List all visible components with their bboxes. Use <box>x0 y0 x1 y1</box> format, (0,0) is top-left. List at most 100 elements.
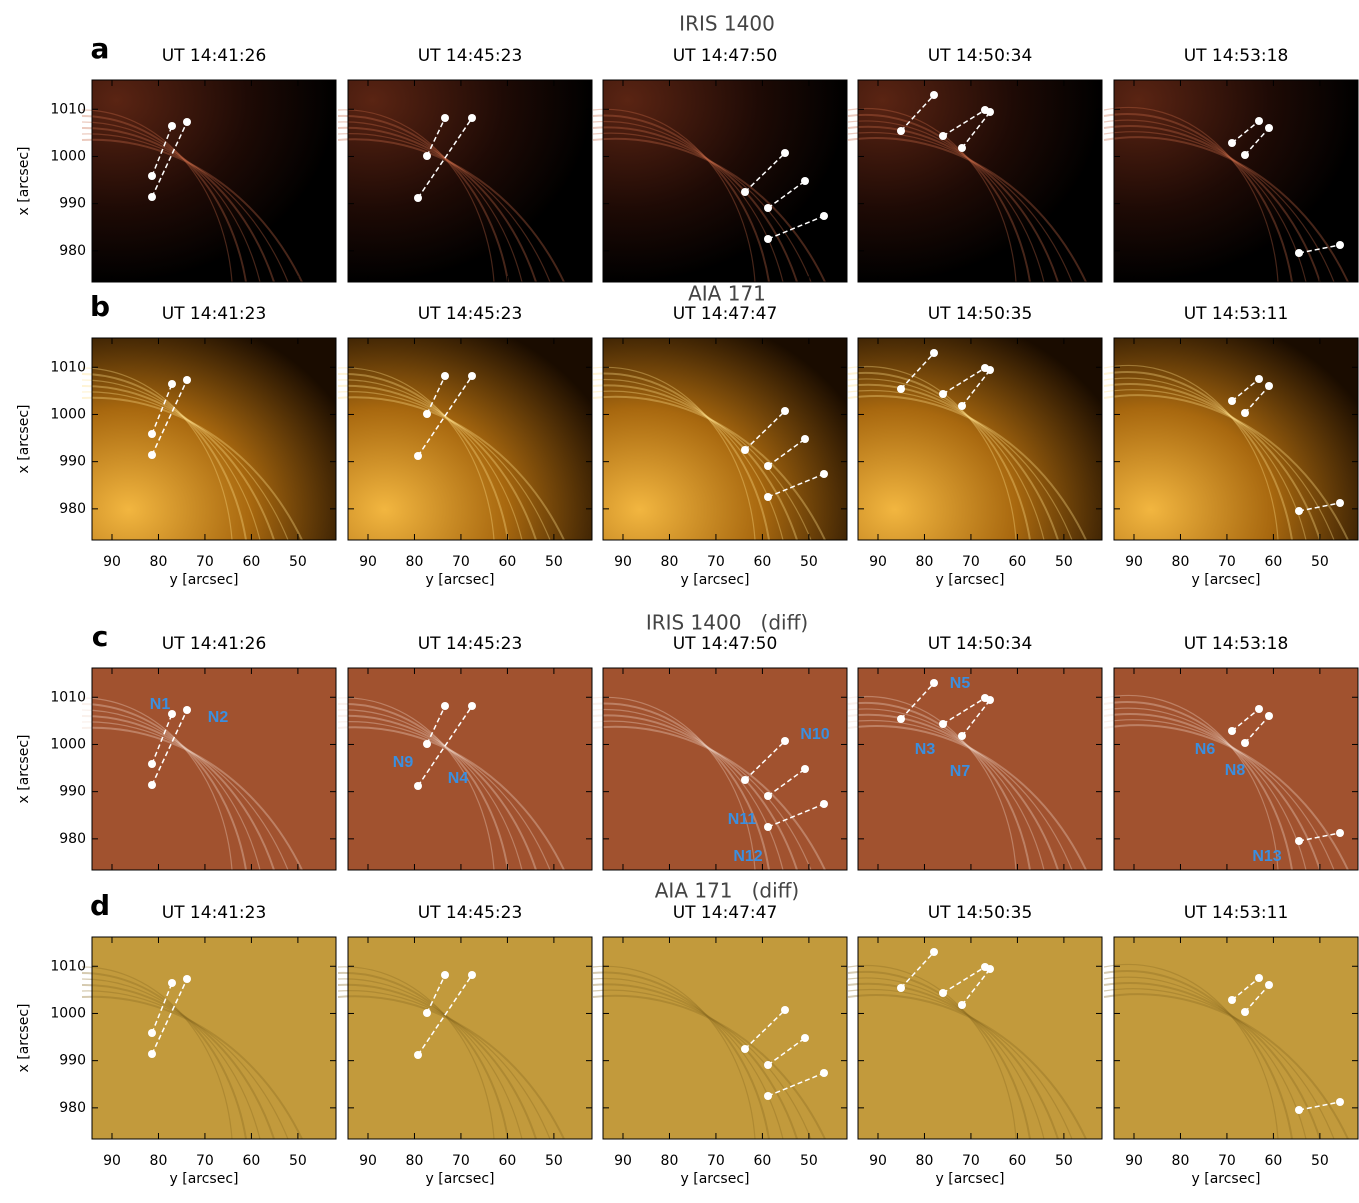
slit-dot <box>468 971 476 979</box>
slit-dot <box>414 452 422 460</box>
slit-dot <box>414 1051 422 1059</box>
slit-dot <box>468 372 476 380</box>
slit-dot <box>801 1034 809 1042</box>
x-tick-label: 70 <box>452 554 470 570</box>
slit-dot <box>764 1061 772 1069</box>
row-title: AIA 171 <box>688 282 766 306</box>
x-tick-label: 50 <box>545 554 563 570</box>
slit-dot <box>148 781 156 789</box>
y-tick-label: 980 <box>59 501 86 517</box>
slit-dot <box>986 366 994 374</box>
slit-dot <box>423 410 431 418</box>
panel-image <box>92 338 336 540</box>
slit-label: N2 <box>208 709 229 726</box>
panel-time: UT 14:50:34 <box>928 634 1033 654</box>
slit-dot <box>148 1029 156 1037</box>
x-tick-label: 90 <box>869 1153 887 1169</box>
slit-dot <box>986 696 994 704</box>
slit-dot <box>958 1001 966 1009</box>
slit-dot <box>148 451 156 459</box>
panel-image <box>1114 80 1358 282</box>
slit-dot <box>741 188 749 196</box>
panel-image <box>858 937 1102 1139</box>
figure: IRIS 1400ax [arcsec]UT 14:41:26980990100… <box>0 0 1359 1199</box>
slit-label: N11 <box>728 811 757 828</box>
x-tick-label: 60 <box>1264 1153 1282 1169</box>
slit-dot <box>423 152 431 160</box>
slit-dot <box>1241 739 1249 747</box>
x-tick-label: 60 <box>242 554 260 570</box>
slit-dot <box>939 989 947 997</box>
x-tick-label: 70 <box>196 554 214 570</box>
panel-time: UT 14:41:26 <box>162 634 267 654</box>
panel-time: UT 14:50:35 <box>928 304 1033 324</box>
slit-dot <box>1295 507 1303 515</box>
y-tick-label: 990 <box>59 1053 86 1069</box>
slit-dot <box>939 132 947 140</box>
slit-dot <box>820 1069 828 1077</box>
slit-label: N13 <box>1252 848 1281 865</box>
slit-dot <box>414 782 422 790</box>
slit-dot <box>801 765 809 773</box>
slit-dot <box>958 402 966 410</box>
slit-dot <box>764 462 772 470</box>
panel-time: UT 14:53:18 <box>1184 634 1289 654</box>
x-tick-label: 50 <box>1055 1153 1073 1169</box>
slit-dot <box>897 385 905 393</box>
x-tick-label: 70 <box>962 554 980 570</box>
x-tick-label: 50 <box>1311 554 1329 570</box>
x-tick-label: 70 <box>1218 554 1236 570</box>
slit-dot <box>1228 727 1236 735</box>
x-axis-label: y [arcsec] <box>1192 1171 1261 1187</box>
x-tick-label: 80 <box>916 554 934 570</box>
slit-dot <box>801 435 809 443</box>
slit-dot <box>183 706 191 714</box>
slit-dot <box>1295 837 1303 845</box>
panel-time: UT 14:41:23 <box>162 903 267 923</box>
slit-dot <box>781 1006 789 1014</box>
row-letter: a <box>91 32 110 65</box>
slit-dot <box>183 975 191 983</box>
slit-dot <box>441 372 449 380</box>
x-tick-label: 50 <box>289 1153 307 1169</box>
panel-time: UT 14:45:23 <box>418 903 523 923</box>
slit-dot <box>741 446 749 454</box>
slit-dot <box>930 948 938 956</box>
x-axis-label: y [arcsec] <box>426 1171 495 1187</box>
x-tick-label: 80 <box>150 1153 168 1169</box>
slit-dot <box>1228 139 1236 147</box>
x-tick-label: 70 <box>707 554 725 570</box>
x-tick-label: 80 <box>1172 1153 1190 1169</box>
slit-label: N1 <box>150 696 171 713</box>
x-axis-label: y [arcsec] <box>681 572 750 588</box>
y-tick-label: 1010 <box>50 958 86 974</box>
x-tick-label: 80 <box>406 1153 424 1169</box>
x-tick-label: 90 <box>103 1153 121 1169</box>
x-axis-label: y [arcsec] <box>170 1171 239 1187</box>
slit-dot <box>986 965 994 973</box>
row-letter: b <box>90 290 110 323</box>
x-axis-label: y [arcsec] <box>426 572 495 588</box>
x-tick-label: 90 <box>359 554 377 570</box>
slit-dot <box>441 702 449 710</box>
slit-dot <box>148 1050 156 1058</box>
panel-time: UT 14:47:50 <box>673 634 778 654</box>
y-tick-label: 990 <box>59 196 86 212</box>
slit-dot <box>468 114 476 122</box>
y-tick-label: 980 <box>59 1100 86 1116</box>
slit-dot <box>897 127 905 135</box>
x-tick-label: 90 <box>359 1153 377 1169</box>
slit-label: N6 <box>1195 741 1216 758</box>
slit-dot <box>741 1045 749 1053</box>
x-axis-label: y [arcsec] <box>936 1171 1005 1187</box>
x-tick-label: 50 <box>289 554 307 570</box>
slit-dot <box>897 984 905 992</box>
panel-time: UT 14:53:11 <box>1184 903 1289 923</box>
slit-dot <box>148 430 156 438</box>
slit-dot <box>1336 1098 1344 1106</box>
y-axis-label: x [arcsec] <box>16 735 32 804</box>
slit-dot <box>468 702 476 710</box>
panel-image <box>1114 937 1358 1139</box>
y-tick-label: 1000 <box>50 736 86 752</box>
y-tick-label: 980 <box>59 831 86 847</box>
